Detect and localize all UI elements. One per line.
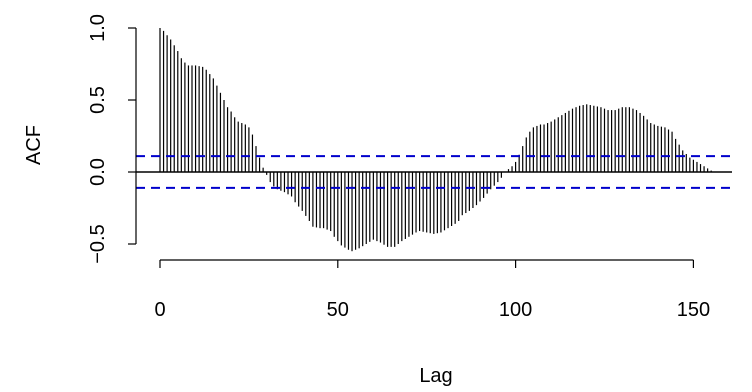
x-tick-label: 150 [677,299,710,321]
y-tick-label: 0.5 [87,86,109,114]
y-axis: −0.5 0.0 0.5 1.0 [87,14,137,264]
acf-bars [159,28,712,252]
y-tick-label: 0.0 [87,158,109,186]
x-axis-title: Lag [419,365,452,387]
x-axis: 0 50 100 150 [154,259,710,321]
x-tick-label: 100 [499,299,532,321]
y-axis-title: ACF [23,125,45,165]
x-tick-label: 50 [327,299,349,321]
y-tick-label: −0.5 [87,224,109,263]
y-tick-label: 1.0 [87,14,109,42]
x-tick-label: 0 [154,299,165,321]
